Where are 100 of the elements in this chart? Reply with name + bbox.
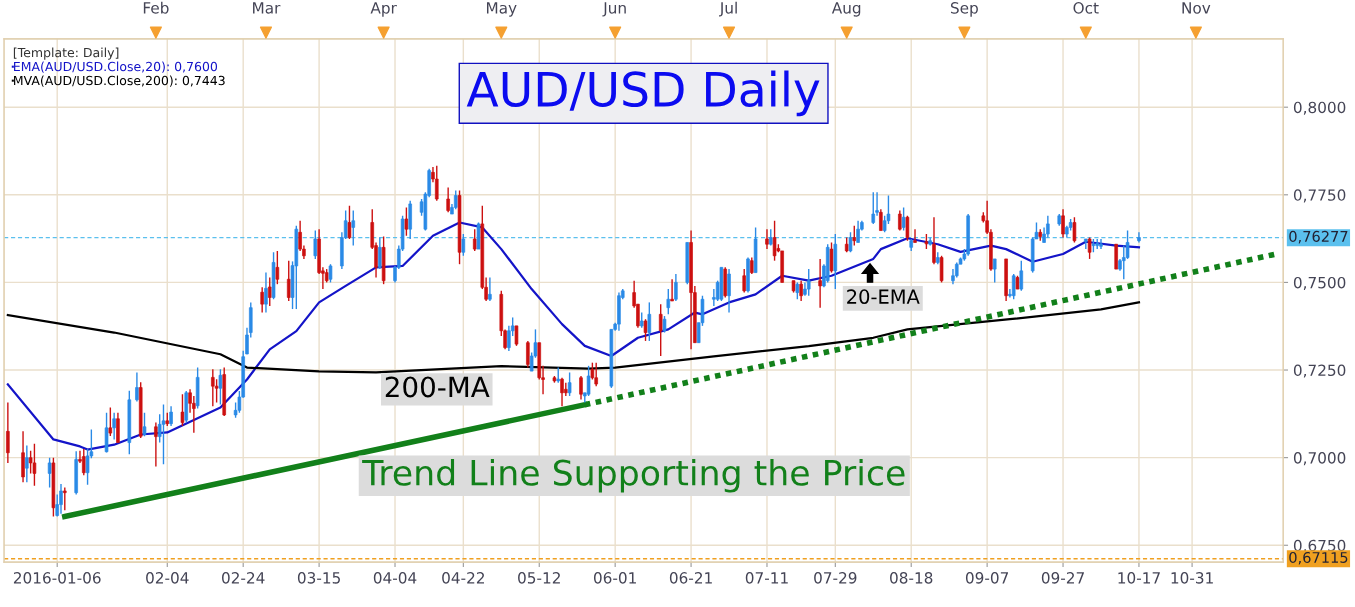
candlestick (913, 228, 917, 244)
candlestick (264, 271, 268, 314)
x-tick-label: 05-12 (518, 572, 560, 584)
candlestick (560, 377, 564, 407)
candlestick (939, 255, 944, 284)
candlestick (180, 393, 185, 427)
candlestick (905, 215, 910, 242)
candlestick (879, 208, 883, 232)
candlestick (25, 444, 29, 483)
x2-tick-label: Nov (1182, 2, 1211, 14)
candlestick (727, 268, 731, 314)
y-tick-label: 0,7000 (1293, 452, 1346, 466)
candlestick (351, 209, 356, 247)
candlestick (871, 191, 876, 225)
candlestick (1072, 216, 1077, 244)
candlestick (378, 236, 382, 270)
candlestick (666, 288, 671, 316)
candlestick (404, 206, 409, 237)
y-tick-label: 0,7500 (1293, 276, 1346, 290)
candlestick (47, 456, 52, 489)
annotation: 200-MA (385, 376, 490, 398)
x-tick-label: 09-27 (1041, 572, 1084, 584)
x-tick-label: 04-22 (442, 572, 484, 584)
x-tick-label: 07-29 (814, 572, 857, 584)
x-tick-label: 09-07 (965, 572, 1009, 584)
candlestick (643, 318, 648, 342)
x2-tick-label: Feb (143, 1, 169, 14)
candlestick (112, 412, 116, 441)
y-tick-label: 0,6750 (1293, 539, 1346, 553)
candlestick (1046, 215, 1050, 239)
candlestick (63, 486, 67, 511)
x2-tick-label: Oct (1073, 2, 1099, 14)
ref-line-label: 0,67115 (1289, 551, 1348, 565)
candlestick (313, 229, 318, 260)
legend-title: [Template: Daily] (13, 47, 119, 60)
candlestick (108, 406, 113, 437)
candlestick (461, 233, 466, 257)
candlestick (594, 361, 598, 387)
candlestick (852, 224, 857, 247)
candlestick (267, 276, 272, 307)
candlestick (32, 442, 37, 487)
x2-tick-label: Jul (719, 1, 737, 17)
candlestick (856, 220, 860, 244)
x-tick-label: 10-17 (1118, 572, 1160, 584)
candlestick (526, 340, 530, 369)
candlestick (446, 186, 450, 214)
candlestick (898, 209, 902, 232)
candlestick (586, 365, 591, 397)
candlestick (142, 412, 147, 437)
candlestick (116, 412, 120, 444)
ref-line-label: 0,76277 (1289, 230, 1348, 244)
text: AUD/USD Daily (466, 70, 820, 117)
x2-tick-label: Mar (253, 2, 281, 14)
candlestick (658, 303, 663, 357)
legend-label: MVA(AUD/USD.Close,200): 0,7443 (14, 75, 225, 87)
candlestick (674, 273, 678, 302)
candlestick (818, 258, 822, 309)
candlestick (932, 216, 936, 265)
x-tick-label: 02-04 (146, 572, 189, 584)
x-tick-label: 03-15 (297, 572, 340, 584)
candlestick (260, 286, 264, 314)
y-tick-label: 0,7250 (1293, 364, 1346, 378)
candlestick (59, 483, 63, 515)
x-tick-label: 08-18 (890, 572, 933, 584)
candlestick (765, 228, 769, 250)
x2-tick-label: May (487, 2, 517, 17)
x-tick-label: 02-24 (222, 572, 265, 584)
x2-tick-label: Apr (370, 2, 397, 17)
x2-tick-label: Jun (602, 2, 626, 17)
candlestick (799, 279, 803, 302)
legend-label: EMA(AUD/USD.Close,20): 0,7600 (14, 61, 218, 73)
candlestick (154, 421, 158, 468)
x-tick-label: 06-21 (669, 572, 712, 584)
candlestick (564, 381, 568, 397)
x2-tick-label: Sep (950, 2, 978, 17)
y-tick-label: 0,7750 (1293, 189, 1346, 203)
x2-tick-label: Aug (831, 2, 861, 17)
candlestick (6, 401, 10, 464)
candlestick (1061, 208, 1065, 239)
candlestick (647, 301, 652, 342)
x-tick-label: 07-11 (745, 572, 788, 584)
y-tick-label: 0,8000 (1293, 101, 1346, 115)
annotation: Trend Line Supporting the Price (362, 458, 905, 493)
candlestick (1019, 259, 1024, 292)
candlestick (514, 325, 519, 347)
candlestick (567, 371, 572, 397)
candlestick (488, 276, 492, 302)
candlestick (135, 371, 139, 403)
candlestick (742, 268, 746, 294)
candlestick (472, 228, 477, 252)
candlestick (218, 368, 223, 406)
x-tick-label: 10-31 (1171, 572, 1213, 584)
candlestick (275, 250, 280, 285)
x-tick-label: 04-04 (373, 572, 417, 584)
candlestick (579, 375, 583, 401)
candlestick (347, 204, 352, 240)
candlestick (829, 241, 834, 274)
candlestick (211, 368, 215, 407)
candlestick (670, 278, 674, 302)
annotation: 20-EMA (847, 289, 920, 305)
